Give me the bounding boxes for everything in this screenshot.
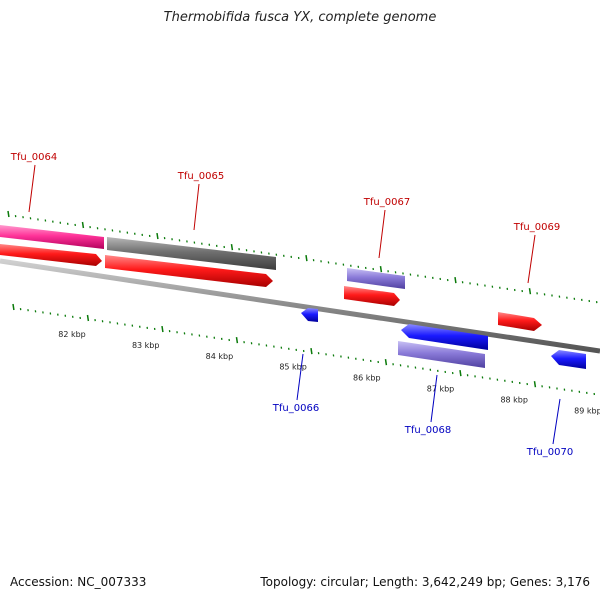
gene-label-tfu-0067[interactable]: Tfu_0067 xyxy=(363,197,410,208)
genome-summary: Topology: circular; Length: 3,642,249 bp… xyxy=(260,575,590,589)
leader-line-tfu-0066 xyxy=(296,353,304,401)
forward-major-tick xyxy=(454,277,457,284)
cds-feature-tfu-0067[interactable] xyxy=(344,286,400,306)
reverse-tick-row xyxy=(12,303,596,396)
leader-line-tfu-0068 xyxy=(430,374,438,423)
leader-line-tfu-0064 xyxy=(28,164,36,213)
leader-line-tfu-0065 xyxy=(193,183,200,231)
scale-label: 84 kbp xyxy=(206,352,234,361)
genome-backbone xyxy=(0,258,600,354)
leader-line-tfu-0069 xyxy=(527,234,536,284)
cds-feature-tfu-0070[interactable] xyxy=(551,350,586,369)
scale-label: 89 kbp xyxy=(574,406,600,415)
map-title: Thermobifida fusca YX, complete genome xyxy=(163,10,437,25)
leader-line-tfu-0070 xyxy=(552,398,561,445)
forward-major-tick xyxy=(81,221,85,229)
scale-label-row: 82 kbp 83 kbp 84 kbp 85 kbp 86 kbp 87 kbp 88 k… xyxy=(58,330,600,415)
gene-feature-tfu-0065[interactable] xyxy=(107,237,276,270)
reverse-major-tick xyxy=(384,359,388,366)
reverse-major-tick xyxy=(161,325,164,333)
accession-label: Accession: NC_007333 xyxy=(10,575,147,589)
reverse-major-tick xyxy=(310,347,313,355)
gene-feature-tfu-0067[interactable] xyxy=(347,268,405,289)
cds-feature-tfu-0065[interactable] xyxy=(105,255,273,287)
scale-label: 83 kbp xyxy=(132,341,160,350)
reverse-major-tick xyxy=(86,314,90,322)
forward-major-tick xyxy=(156,232,159,240)
gene-feature-tfu-0068[interactable] xyxy=(398,341,485,368)
cds-feature-tfu-0068[interactable] xyxy=(401,324,488,350)
cds-feature-tfu-0069[interactable] xyxy=(498,312,542,331)
scale-label: 87 kbp xyxy=(427,385,455,394)
gene-label-tfu-0070[interactable]: Tfu_0070 xyxy=(526,447,573,458)
forward-tick-row xyxy=(7,210,598,304)
cds-feature-tfu-0064[interactable] xyxy=(0,244,102,266)
forward-major-tick xyxy=(528,288,532,295)
reverse-major-tick xyxy=(533,381,537,388)
cds-feature-tfu-0066[interactable] xyxy=(301,308,318,322)
reverse-major-tick xyxy=(235,336,239,344)
gene-feature-tfu-0064[interactable] xyxy=(0,225,104,249)
scale-label: 82 kbp xyxy=(58,330,86,339)
forward-major-tick xyxy=(7,210,10,218)
scale-label: 85 kbp xyxy=(279,363,307,372)
gene-label-tfu-0064[interactable]: Tfu_0064 xyxy=(10,152,57,163)
gene-label-tfu-0069[interactable]: Tfu_0069 xyxy=(513,222,560,233)
gene-label-tfu-0066[interactable]: Tfu_0066 xyxy=(272,403,319,414)
forward-major-tick xyxy=(305,254,308,262)
reverse-major-tick xyxy=(459,370,462,377)
scale-label: 86 kbp xyxy=(353,374,381,383)
forward-major-tick xyxy=(379,266,383,273)
reverse-major-tick xyxy=(12,303,15,311)
scale-label: 88 kbp xyxy=(500,395,528,404)
leader-line-tfu-0067 xyxy=(378,209,386,259)
gene-label-tfu-0065[interactable]: Tfu_0065 xyxy=(177,171,224,182)
gene-label-tfu-0068[interactable]: Tfu_0068 xyxy=(404,425,451,436)
forward-major-tick xyxy=(230,243,234,251)
